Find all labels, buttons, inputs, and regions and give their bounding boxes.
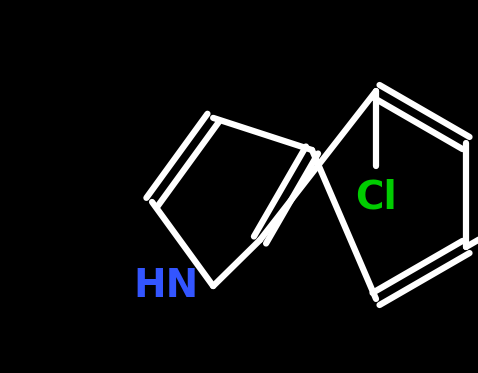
Text: HN: HN: [133, 267, 198, 305]
Text: Cl: Cl: [355, 178, 397, 216]
